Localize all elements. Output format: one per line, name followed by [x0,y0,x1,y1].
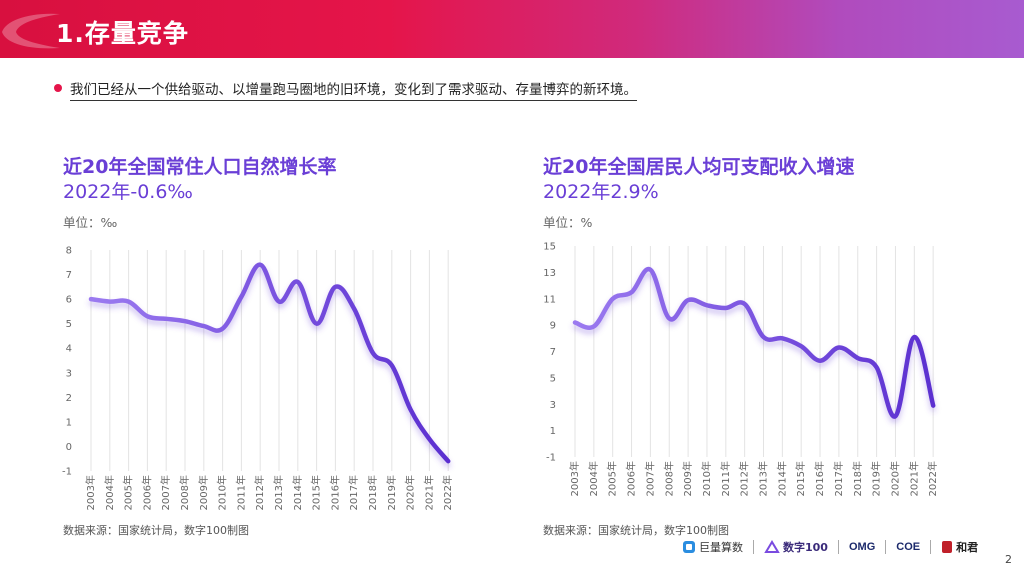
x-tick-label: 2015年 [310,475,323,510]
left-line-chart: 8 7 6 5 4 3 2 1 0 -1 2003年 2004年 2005年 2006年 2007年 2008… [62,246,454,511]
x-tick-label: 2009年 [681,461,694,496]
x-tick-label: 2012年 [253,475,266,510]
x-tick-label: 2014年 [775,461,788,496]
y-tick-label: 3 [550,400,556,411]
right-chart-subtitle: 2022年2.9% [543,181,659,203]
logo-omg: OMG [849,541,875,553]
x-tick-label: 2019年 [870,461,883,496]
x-tick-label: 2022年 [441,475,454,510]
x-tick-label: 2017年 [832,461,845,496]
y-tick-label: 7 [550,347,556,358]
left-chart-unit: 单位：‰ [63,215,118,230]
right-line-chart: 15 13 11 9 7 5 3 1 -1 2003年 2004年 2005年 2006年 2007年 20… [543,242,939,497]
x-tick-label: 2005年 [606,461,619,496]
y-tick-label: 7 [66,270,72,281]
left-chart-source: 数据来源：国家统计局，数字100制图 [63,524,249,537]
y-tick-label: 9 [550,321,556,332]
y-tick-label: 0 [66,442,72,453]
x-tick-label: 2022年 [926,461,939,496]
x-tick-label: 2016年 [813,461,826,496]
x-tick-label: 2010年 [700,461,713,496]
x-tick-label: 2021年 [422,475,435,510]
y-tick-label: 11 [543,294,556,305]
y-tick-label: -1 [62,467,72,478]
logo-juliang-text: 巨量算数 [699,541,743,554]
x-tick-label: 2021年 [907,461,920,496]
x-tick-label: 2017年 [347,475,360,510]
y-tick-label: 1 [66,417,72,428]
x-tick-label: 2004年 [103,475,116,510]
y-tick-label: 6 [66,295,72,306]
logo-hejun-text: 和君 [956,541,979,554]
x-tick-label: 2006年 [140,475,153,510]
x-tick-label: 2018年 [851,461,864,496]
right-chart-unit: 单位：% [543,215,593,230]
x-tick-label: 2008年 [178,475,191,510]
x-tick-label: 2009年 [197,475,210,510]
y-tick-label: 1 [550,426,556,437]
right-chart-source: 数据来源：国家统计局，数字100制图 [543,524,729,537]
bullet-icon [54,84,62,92]
logo-divider [837,540,839,554]
x-tick-label: 2019年 [385,475,398,510]
page-title: 1.存量竞争 [56,19,189,48]
x-tick-label: 2014年 [291,475,304,510]
logo-omg-text: OMG [848,541,876,553]
y-tick-label: 5 [66,319,72,330]
page-number: 2 [1005,553,1012,566]
y-tick-label: 15 [543,242,556,253]
series-line [572,266,936,419]
y-tick-label: 2 [66,393,72,404]
x-tick-label: 2007年 [159,475,172,510]
x-tick-label: 2020年 [888,461,901,496]
logo-juliang: 巨量算数 [682,539,743,555]
logo-divider [753,540,754,554]
x-tick-label: 2011年 [234,475,247,510]
logo-coe: COE [896,541,920,553]
y-tick-label: 4 [66,344,72,355]
x-tick-label: 2012年 [738,461,751,496]
series-line [88,262,451,464]
x-tick-label: 2020年 [404,475,417,510]
x-tick-label: 2013年 [757,461,770,496]
x-tick-label: 2016年 [328,475,341,510]
x-tick-label: 2010年 [216,475,229,510]
x-tick-label: 2015年 [794,461,807,496]
partner-logos: 巨量算数 数字100 OMG COE 和君 [682,538,978,556]
header-swoosh-decoration [2,13,60,49]
x-tick-label: 2003年 [568,461,581,496]
logo-coe-text: COE [896,541,921,553]
right-chart-title: 近20年全国居民人均可支配收入增速 [543,156,855,178]
logo-shuzi100: 数字100 [764,539,828,555]
y-tick-label: 5 [550,373,556,384]
x-tick-label: 2005年 [122,475,135,510]
logo-hejun: 和君 [941,539,978,555]
y-tick-label: -1 [546,453,556,464]
y-tick-label: 13 [543,268,556,279]
x-tick-label: 2003年 [84,475,97,510]
x-tick-label: 2008年 [662,461,675,496]
hejun-logo-icon [942,541,953,553]
x-tick-label: 2018年 [366,475,379,510]
y-tick-label: 8 [66,246,72,257]
left-chart-title: 近20年全国常住人口自然增长率 [63,156,337,178]
x-tick-label: 2013年 [272,475,285,510]
x-tick-label: 2006年 [625,461,638,496]
juliang-logo-icon [683,541,695,553]
logo-shuzi100-text: 数字100 [783,541,828,554]
logo-divider [885,540,887,554]
logo-divider [930,540,932,554]
bullet-text: 我们已经从一个供给驱动、以增量跑马圈地的旧环境，变化到了需求驱动、存量博弈的新环… [70,78,637,101]
x-tick-label: 2007年 [643,461,656,496]
header-bar: 1.存量竞争 [0,0,1024,58]
y-tick-label: 3 [66,368,72,379]
left-chart-subtitle: 2022年-0.6‰ [63,181,193,203]
shuzi100-logo-icon [764,540,780,553]
x-tick-label: 2011年 [719,461,732,496]
x-tick-label: 2004年 [587,461,600,496]
